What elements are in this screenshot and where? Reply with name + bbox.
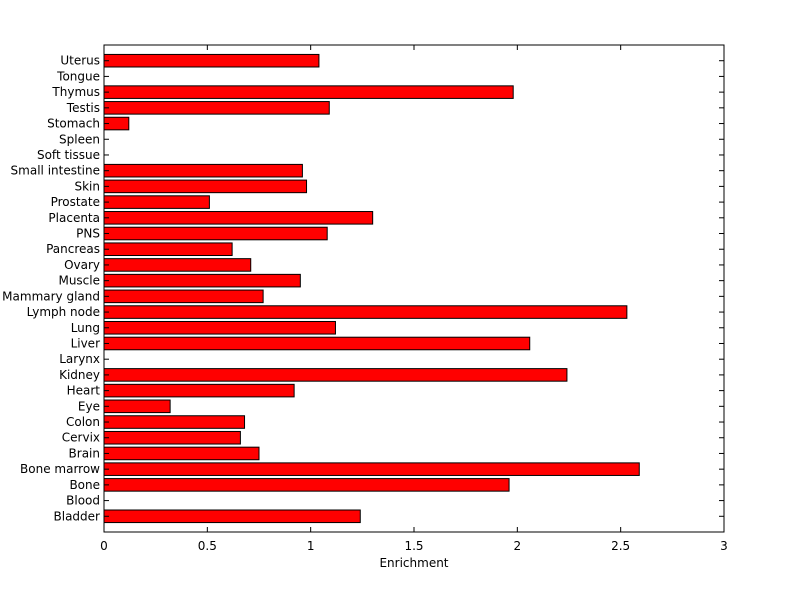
y-tick-label-eye: Eye [78,399,100,413]
y-tick-label-lymph-node: Lymph node [27,305,100,319]
y-tick-label-pancreas: Pancreas [46,242,100,256]
y-tick-label-thymus: Thymus [51,85,100,99]
y-tick-label-heart: Heart [67,384,101,398]
x-tick-label-3: 1.5 [404,539,423,553]
y-tick-label-brain: Brain [69,446,100,460]
y-tick-label-colon: Colon [66,415,100,429]
bar-ovary [103,258,252,272]
bar-brain [103,446,260,461]
bars-group [103,53,640,524]
bar-prostate [103,195,210,209]
bar-uterus [103,53,320,68]
x-tick-label-4: 2 [514,539,522,553]
y-tick-label-pns: PNS [76,227,100,241]
x-tick-label-6: 3 [720,539,728,553]
bar-skin [103,179,308,194]
y-tick-label-stomach: Stomach [47,117,100,131]
bar-lymph-node [103,305,628,319]
y-tick-label-bone-marrow: Bone marrow [20,462,100,476]
bar-colon [103,415,246,429]
y-tick-label-kidney: Kidney [59,368,100,382]
y-tick-label-cervix: Cervix [62,431,100,445]
x-tick-label-5: 2.5 [611,539,630,553]
y-tick-label-prostate: Prostate [51,195,100,209]
bar-mammary-gland [103,289,264,304]
y-tick-label-testis: Testis [66,101,100,115]
bar-lung [103,320,336,335]
y-tick-label-blood: Blood [66,494,100,508]
y-tick-label-soft-tissue: Soft tissue [37,148,100,162]
y-tick-label-larynx: Larynx [59,352,100,366]
bar-pns [103,226,328,241]
bar-eye [103,399,171,414]
bar-kidney [103,368,568,382]
y-tick-label-bone: Bone [69,478,100,492]
bar-pancreas [103,242,233,257]
bar-bone [103,478,510,492]
x-axis-ticks: 0 0.5 1 1.5 2 2.5 3 [100,45,728,553]
bar-heart [103,383,295,398]
bar-muscle [103,273,301,288]
y-tick-label-liver: Liver [71,336,101,350]
y-tick-label-lung: Lung [71,321,100,335]
y-tick-label-muscle: Muscle [58,274,100,288]
x-tick-label-2: 1 [307,539,315,553]
bar-liver [103,336,531,351]
y-tick-label-mammary-gland: Mammary gland [2,289,100,303]
y-tick-label-small-intestine: Small intestine [11,164,100,178]
bar-placenta [103,211,374,225]
y-tick-label-skin: Skin [74,179,100,193]
y-tick-label-spleen: Spleen [59,132,100,146]
y-tick-label-bladder: Bladder [54,509,101,523]
bar-bladder [103,509,361,524]
x-tick-label-0: 0 [100,539,108,553]
bar-small-intestine [103,163,303,178]
x-tick-label-1: 0.5 [198,539,217,553]
bar-bone-marrow [103,462,640,476]
bar-testis [103,101,330,115]
y-tick-label-placenta: Placenta [48,211,100,225]
y-tick-label-uterus: Uterus [60,54,100,68]
y-tick-label-ovary: Ovary [64,258,100,272]
bar-cervix [103,430,241,445]
x-axis-title: Enrichment [379,556,448,570]
bar-thymus [103,85,514,99]
y-tick-label-tongue: Tongue [56,69,100,83]
